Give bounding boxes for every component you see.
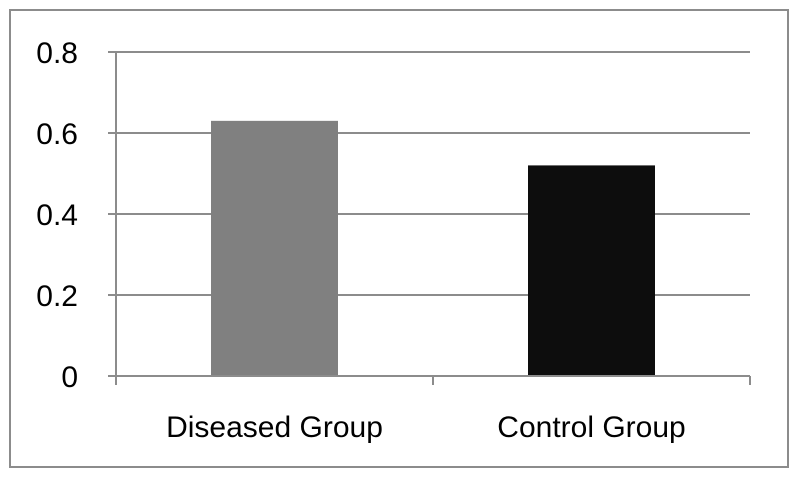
axes — [108, 51, 751, 385]
x-tick-label-0: Diseased Group — [166, 411, 383, 444]
bars — [211, 120, 655, 376]
y-tick-labels: 0 0.2 0.4 0.6 0.8 — [36, 37, 78, 394]
bar-diseased-group — [211, 120, 338, 376]
y-tick-label-0: 0 — [61, 361, 78, 394]
x-tick-label-1: Control Group — [497, 411, 685, 444]
y-tick-label-4: 0.8 — [36, 37, 78, 70]
y-tick-label-1: 0.2 — [36, 280, 78, 313]
y-tick-label-3: 0.6 — [36, 118, 78, 151]
x-tick-labels: Diseased Group Control Group — [166, 411, 686, 444]
bar-control-group — [528, 165, 655, 376]
y-tick-label-2: 0.4 — [36, 199, 78, 232]
chart-frame — [9, 9, 789, 468]
